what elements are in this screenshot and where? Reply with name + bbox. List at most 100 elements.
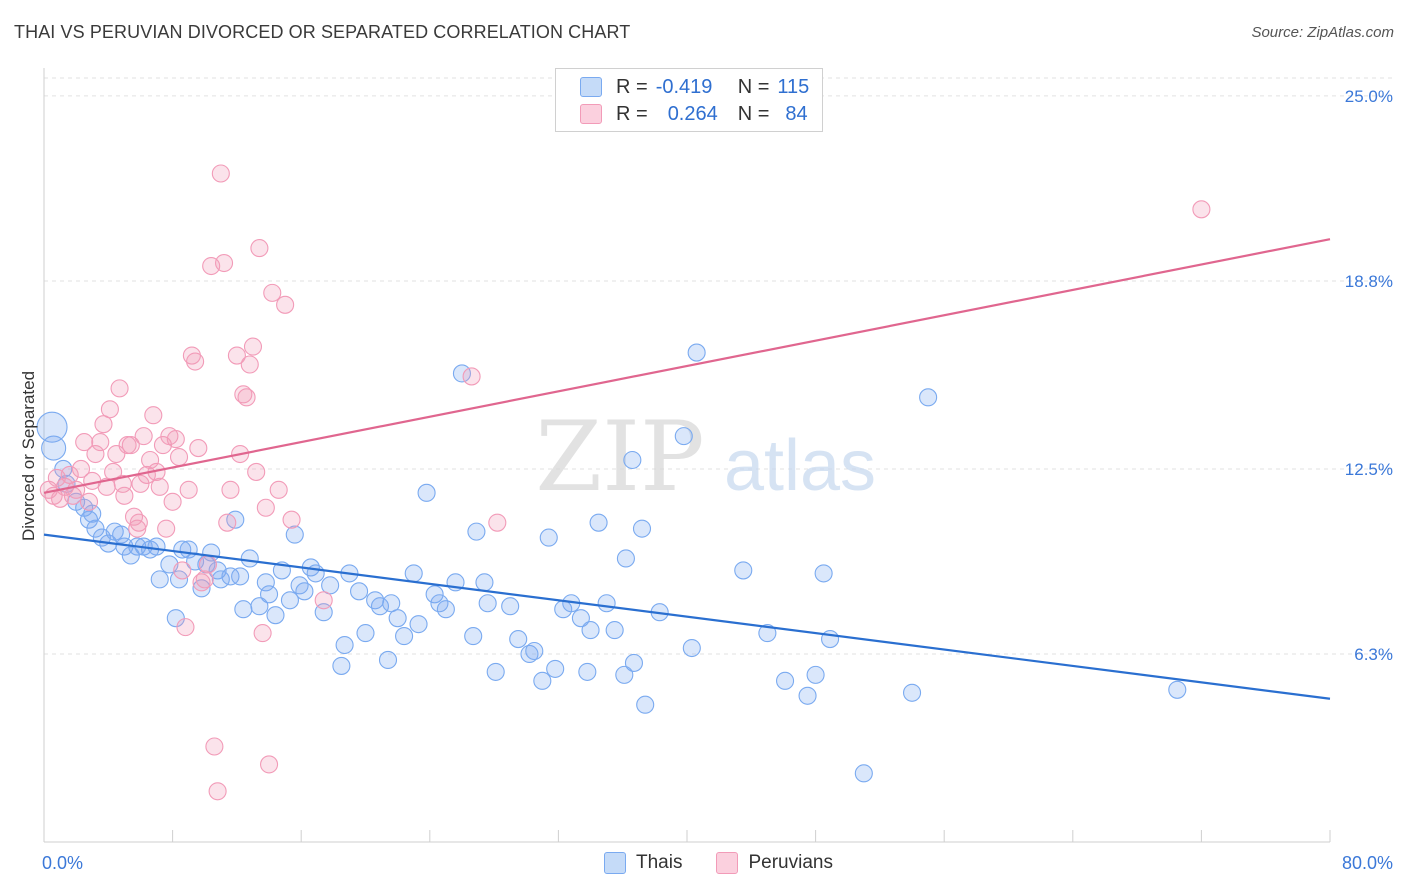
- peruvians-point: [1192, 200, 1211, 219]
- correlation-legend: R = -0.419 N = 115 R = 0.264 N = 84: [555, 68, 823, 132]
- peruvians-point: [110, 379, 129, 398]
- thais-point: [776, 671, 795, 690]
- thais-point: [578, 662, 597, 681]
- thais-point: [388, 609, 407, 628]
- thais-point: [674, 427, 693, 446]
- peruvians-point: [211, 164, 230, 183]
- thais-point: [616, 549, 635, 568]
- peruvians-point: [104, 462, 123, 481]
- thais-point: [734, 561, 753, 580]
- peruvians-point: [208, 782, 227, 801]
- watermark: ZIP atlas: [535, 401, 876, 513]
- thais-point: [266, 606, 285, 625]
- thais-point: [36, 411, 68, 443]
- thais-point: [259, 585, 279, 604]
- peruvians-point: [166, 430, 185, 449]
- thais-point: [356, 624, 375, 643]
- peruvians-point: [176, 618, 195, 637]
- trend-lines: [43, 238, 1331, 700]
- thais-point: [758, 624, 777, 643]
- peruvians-point: [259, 755, 279, 774]
- thais-point: [285, 525, 304, 544]
- thais-point: [231, 567, 250, 586]
- thais-point: [250, 597, 269, 616]
- thais-point: [332, 656, 351, 675]
- legend-r-value: 0.264: [667, 102, 718, 125]
- peruvians-point: [150, 477, 169, 496]
- thais-point: [409, 615, 428, 634]
- peruvians-point: [276, 295, 295, 314]
- peruvians-point: [247, 462, 266, 481]
- thais-point: [382, 594, 401, 613]
- thais-point: [112, 525, 131, 544]
- legend-r-value: -0.419: [655, 75, 713, 98]
- peruvians-point: [186, 352, 205, 371]
- thais-point: [41, 435, 67, 461]
- thais-point: [546, 659, 565, 678]
- y-axis-label: Divorced or Separated: [19, 371, 38, 541]
- legend-r-label: R =: [616, 102, 648, 125]
- watermark-zip: ZIP: [535, 401, 704, 513]
- thais-point: [234, 600, 253, 619]
- peruvians-point: [131, 474, 150, 493]
- peruvians-point: [71, 459, 91, 479]
- thais-point: [221, 567, 240, 586]
- thais-point: [624, 653, 644, 672]
- peruvians-point: [157, 519, 176, 538]
- peruvians-point: [198, 555, 218, 574]
- peruvians-point: [234, 385, 253, 404]
- peruvians-point: [129, 513, 148, 532]
- legend-swatch-thais: [580, 77, 602, 97]
- thais-point: [295, 582, 314, 601]
- thais-point: [240, 549, 259, 568]
- peruvians-point: [60, 465, 79, 484]
- peruvians-point: [218, 513, 237, 532]
- thais-point: [467, 522, 486, 541]
- legend-swatch-peruvians: [580, 104, 602, 124]
- thais-point: [478, 594, 497, 613]
- legend-label-thais: Thais: [636, 852, 683, 873]
- peruvians-point: [253, 624, 272, 643]
- peruvians-point: [169, 447, 189, 467]
- legend-label-peruvians: Peruvians: [748, 852, 833, 873]
- peruvians-point: [256, 498, 275, 517]
- thais-point: [571, 609, 590, 628]
- peruvians-trend-line: [43, 238, 1331, 494]
- peruvians-point: [250, 239, 269, 258]
- thais-point: [321, 576, 340, 595]
- thais-point: [86, 519, 105, 538]
- thais-point: [520, 644, 539, 664]
- legend-n-value: 84: [785, 102, 808, 125]
- thais-point: [121, 546, 140, 565]
- thais-point: [597, 594, 616, 613]
- thais-point: [902, 683, 922, 702]
- thais-point: [682, 638, 701, 658]
- peruvians-point: [221, 480, 240, 499]
- peruvians-point: [179, 480, 198, 499]
- thais-point: [436, 600, 455, 619]
- thais-point: [632, 519, 652, 538]
- thais-point: [806, 665, 825, 684]
- thais-point: [378, 650, 398, 670]
- thais-point: [350, 582, 369, 601]
- peruvians-point: [86, 444, 105, 464]
- thais-point: [615, 665, 634, 684]
- thais-point: [636, 695, 655, 714]
- thais-trend-line: [43, 533, 1331, 700]
- legend-swatch-thais: [604, 852, 626, 874]
- thais-point: [533, 671, 552, 690]
- peruvians-point: [121, 436, 140, 455]
- watermark-atlas: atlas: [724, 426, 876, 506]
- peruvians-point: [243, 337, 263, 356]
- peruvians-point: [263, 283, 282, 302]
- x-tick-label: 80.0%: [1342, 853, 1393, 873]
- peruvians-point: [462, 367, 481, 386]
- peruvians-point: [100, 400, 119, 419]
- peruvians-point: [240, 355, 259, 374]
- thais-point: [525, 641, 544, 661]
- peruvians-point: [115, 486, 134, 505]
- y-tick-label: 6.3%: [1354, 645, 1393, 664]
- thais-point: [509, 630, 528, 649]
- thais-point: [814, 564, 833, 583]
